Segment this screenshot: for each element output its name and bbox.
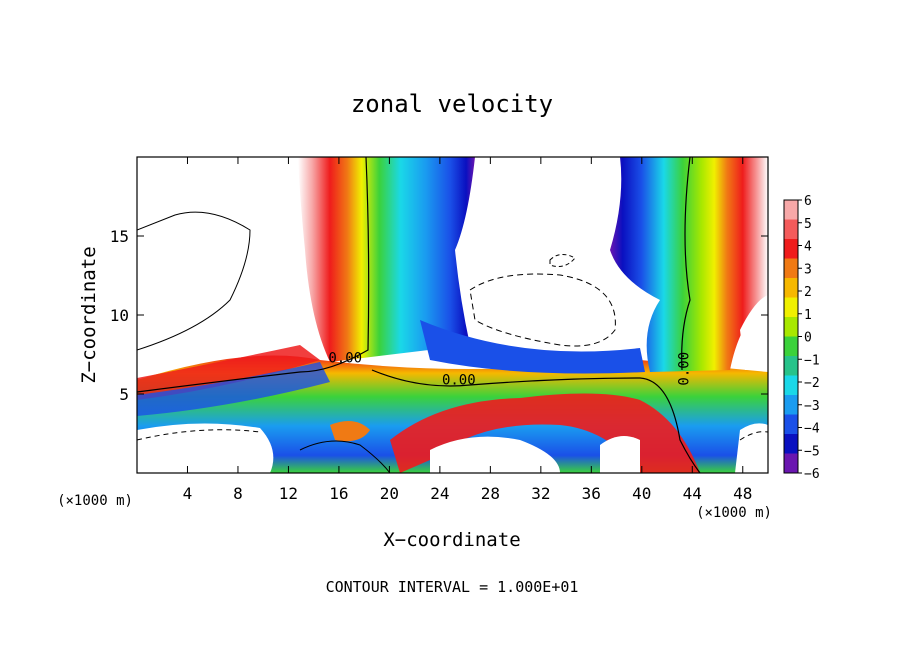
y-tick-label: 15 bbox=[110, 227, 129, 246]
chart-title: zonal velocity bbox=[351, 90, 553, 118]
colorbar-swatch bbox=[784, 258, 798, 279]
colorbar-label: −5 bbox=[804, 444, 820, 459]
contour-label: 0.00 bbox=[328, 350, 362, 366]
colorbar-swatch bbox=[784, 375, 798, 396]
x-axis-title: X−coordinate bbox=[383, 529, 520, 551]
y-axis: 5 10 15 bbox=[110, 227, 768, 404]
colorbar-swatch bbox=[784, 414, 798, 435]
x-tick-label: 8 bbox=[233, 484, 243, 503]
y-tick-label: 5 bbox=[119, 385, 129, 404]
contour-label: 0.00 bbox=[676, 352, 692, 386]
x-tick-label: 32 bbox=[531, 484, 550, 503]
colorbar-label: 0 bbox=[804, 331, 812, 346]
colorbar-swatch bbox=[784, 239, 798, 259]
colorbar-label: 2 bbox=[804, 285, 812, 300]
colorbar: 6 5 4 3 2 1 0 −1 −2 −3 −4 −5 −6 bbox=[783, 194, 820, 482]
contour-labels: 0.00 0.00 0.00 bbox=[328, 350, 692, 388]
colorbar-swatch bbox=[784, 278, 798, 298]
colorbar-label: 5 bbox=[804, 217, 812, 232]
x-tick-label: 28 bbox=[481, 484, 500, 503]
colorbar-label: 3 bbox=[804, 262, 812, 277]
y-tick-label: 10 bbox=[110, 306, 129, 325]
x-tick-label: 20 bbox=[380, 484, 399, 503]
colorbar-label: −1 bbox=[804, 353, 820, 368]
colorbar-label: −4 bbox=[804, 422, 820, 437]
x-axis: 4 8 12 16 20 24 28 32 36 40 44 48 bbox=[183, 157, 752, 503]
y-axis-title: Z−coordinate bbox=[78, 246, 100, 383]
colorbar-label: 4 bbox=[804, 240, 812, 255]
x-tick-label: 24 bbox=[430, 484, 449, 503]
colorbar-swatch bbox=[784, 200, 798, 220]
colorbar-swatch bbox=[784, 395, 798, 415]
x-unit-right: (×1000 m) bbox=[696, 505, 772, 521]
colorbar-swatch bbox=[784, 317, 798, 337]
x-tick-label: 48 bbox=[733, 484, 752, 503]
colorbar-swatch bbox=[784, 297, 798, 318]
contour-label: 0.00 bbox=[442, 373, 476, 389]
colorbar-swatch bbox=[784, 434, 798, 454]
colorbar-label: −2 bbox=[804, 376, 820, 391]
colorbar-label: −3 bbox=[804, 399, 820, 414]
x-tick-label: 16 bbox=[329, 484, 348, 503]
colorbar-swatch bbox=[784, 336, 798, 357]
colorbar-label: 6 bbox=[804, 194, 812, 209]
colorbar-label: −6 bbox=[804, 467, 820, 482]
x-unit-left: (×1000 m) bbox=[57, 493, 133, 509]
contour-interval-note: CONTOUR INTERVAL = 1.000E+01 bbox=[326, 578, 579, 596]
colorbar-swatch bbox=[784, 356, 798, 376]
x-tick-label: 40 bbox=[632, 484, 651, 503]
colorbar-swatch bbox=[784, 453, 798, 474]
heatmap-field bbox=[137, 157, 768, 473]
colorbar-swatch bbox=[784, 219, 798, 240]
x-tick-label: 4 bbox=[183, 484, 193, 503]
x-tick-label: 44 bbox=[683, 484, 702, 503]
x-tick-label: 36 bbox=[582, 484, 601, 503]
colorbar-label: 1 bbox=[804, 308, 812, 323]
x-tick-label: 12 bbox=[279, 484, 298, 503]
